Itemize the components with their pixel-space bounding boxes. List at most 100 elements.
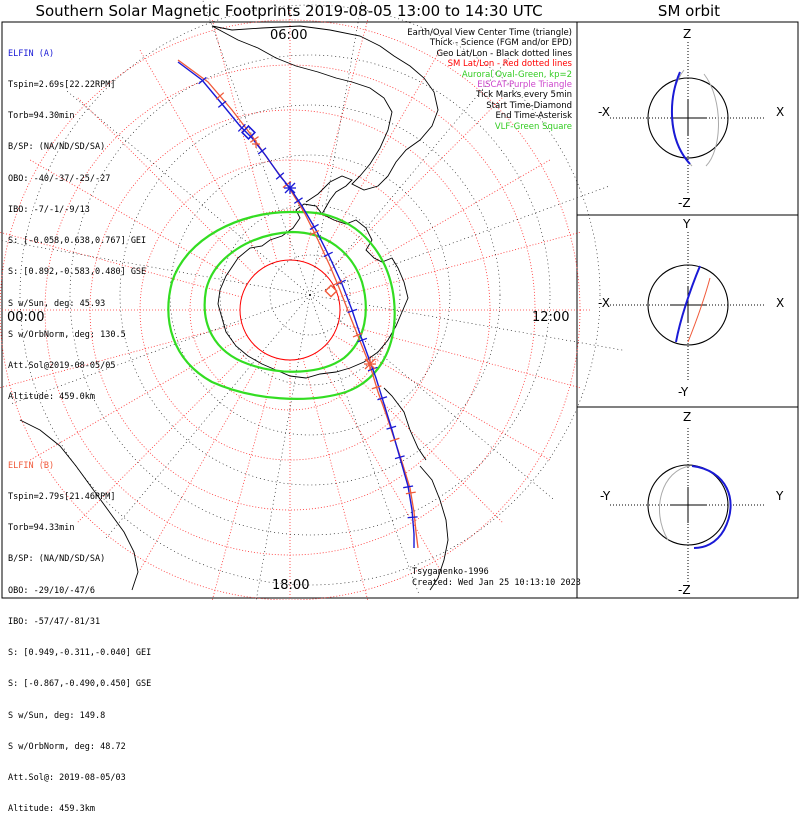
orbit2-right: X bbox=[776, 296, 784, 310]
track-tick bbox=[309, 223, 319, 231]
legend-entry: SM Lat/Lon - Red dotted lines bbox=[447, 59, 572, 70]
track-tick bbox=[377, 396, 388, 401]
sm-lat-ring bbox=[239, 259, 341, 361]
track-tick bbox=[198, 76, 207, 85]
elfin-a-line: S w/OrbNorm, deg: 130.5 bbox=[8, 329, 126, 340]
track-tick bbox=[405, 491, 416, 495]
track-tick bbox=[257, 147, 267, 155]
geo-lon-line bbox=[309, 185, 611, 296]
elfin-a-start-diamond bbox=[241, 125, 256, 140]
geo-lon-line bbox=[309, 294, 420, 596]
sm-lon-line bbox=[139, 49, 266, 267]
sm-lon-line bbox=[338, 322, 580, 389]
geo-lon-line bbox=[202, 0, 311, 296]
legend-entry: Auroral Oval-Green, kp=2 bbox=[461, 69, 572, 80]
elfin-b-tick-marks bbox=[215, 92, 416, 495]
orbit1-right: X bbox=[776, 105, 784, 119]
geo-lon-line bbox=[9, 294, 311, 405]
elfin-a-footprint-track bbox=[177, 61, 415, 548]
orbit1-top: Z bbox=[683, 27, 691, 41]
elfin-b-line: B/SP: (NA/ND/SD/SA) bbox=[8, 554, 106, 565]
geo-lon-line bbox=[309, 49, 516, 296]
elfin-b-line: Altitude: 459.3km bbox=[8, 804, 95, 815]
sm-lon-line bbox=[211, 358, 278, 600]
geo-lon-line bbox=[309, 294, 626, 351]
track-tick bbox=[389, 437, 400, 443]
track-tick bbox=[293, 197, 303, 204]
geo-lon-line bbox=[255, 294, 311, 600]
orbit1-left: -X bbox=[598, 105, 610, 119]
elfin-a-info: ELFIN (A) Tspin=2.69s[22.22RPM] Torb=94.… bbox=[8, 28, 146, 413]
orbit2-bottom: -Y bbox=[678, 385, 689, 399]
elfin-b-line: S: [0.949,-0.311,-0.040] GEI bbox=[8, 648, 152, 659]
legend-entry: Geo Lat/Lon - Black dotted lines bbox=[436, 48, 572, 59]
elfin-a-line: B/SP: (NA/ND/SD/SA) bbox=[8, 142, 106, 153]
legend-entry: Thick - Science (FGM and/or EPD) bbox=[429, 38, 572, 49]
orbit-title: SM orbit bbox=[657, 2, 721, 20]
sm-lon-line bbox=[314, 353, 441, 571]
elfin-a-line: S: [-0.058,0.638,0.767] GEI bbox=[8, 236, 147, 247]
sm-lon-line bbox=[211, 20, 278, 262]
south-america-coastline bbox=[211, 25, 439, 191]
elfin-a-line: S w/Sun, deg: 45.93 bbox=[8, 298, 106, 309]
track-tick bbox=[394, 455, 405, 460]
track-tick bbox=[309, 229, 320, 236]
antarctic-peninsula bbox=[305, 175, 353, 215]
orbit-panel-xy: Y -Y -X X bbox=[598, 217, 784, 399]
geo-lon-line bbox=[0, 240, 311, 296]
mlt-label-bottom: 18:00 bbox=[272, 578, 309, 593]
track-tick bbox=[367, 366, 378, 372]
geo-grid-lines bbox=[0, 0, 626, 600]
track-tick bbox=[249, 136, 259, 143]
elfin-b-header: ELFIN (B) bbox=[8, 460, 55, 471]
antarctica-coastline bbox=[217, 203, 409, 379]
elfin-b-line: Att.Sol@: 2019-08-05/03 bbox=[8, 773, 126, 783]
orbit2-top: Y bbox=[682, 217, 691, 231]
geo-lat-ring bbox=[169, 154, 451, 436]
figure-canvas: 06:00 00:00 12:00 18:00 Z -Z -X X Y -Y -… bbox=[0, 0, 799, 600]
track-tick bbox=[275, 172, 285, 180]
footer-created: Created: Wed Jan 25 10:13:10 2023 bbox=[412, 578, 581, 588]
africa-coastline bbox=[419, 465, 449, 591]
orbit3-bottom: -Z bbox=[678, 583, 691, 597]
elfin-a-header: ELFIN (A) bbox=[8, 48, 55, 59]
elfin-b-line: OBO: -29/10/-47/6 bbox=[8, 585, 95, 596]
polar-map: 06:00 00:00 12:00 18:00 bbox=[0, 0, 626, 600]
elfin-b-line: Tspin=2.79s[21.46RPM] bbox=[8, 492, 116, 503]
footer-credit: Tsyganenko-1996 bbox=[412, 567, 489, 577]
orbit-panel-xz: Z -Z -X X bbox=[598, 27, 784, 210]
geo-lat-ring bbox=[69, 54, 551, 536]
sm-lon-line bbox=[333, 159, 551, 286]
elfin-b-start-diamond bbox=[324, 284, 338, 298]
geo-lat-ring bbox=[119, 104, 501, 486]
mlt-label-top: 06:00 bbox=[270, 28, 307, 43]
legend-entry: Start Time-Diamond bbox=[486, 100, 572, 111]
geo-lon-line bbox=[309, 0, 363, 296]
elfin-b-line: IBO: -57/47/-81/31 bbox=[8, 616, 101, 627]
elfin-a-line: IBO: -7/-1/-9/13 bbox=[8, 204, 90, 215]
orbit3-top: Z bbox=[683, 410, 691, 424]
track-tick bbox=[407, 516, 418, 519]
elfin-a-tick-marks bbox=[198, 76, 418, 519]
track-tick bbox=[403, 485, 414, 489]
legend-entry: Earth/Oval View Center Time (triangle) bbox=[407, 28, 572, 38]
elfin-a-line: Att.Sol@2019-08-05/05 bbox=[8, 361, 116, 371]
elfin-a-end-asterisk bbox=[284, 182, 296, 194]
elfin-b-end-asterisk bbox=[364, 358, 376, 370]
track-tick bbox=[215, 92, 225, 100]
new-zealand-coastline bbox=[383, 387, 427, 461]
geo-lat-ring bbox=[269, 254, 351, 336]
geo-lat-ring bbox=[219, 204, 401, 386]
mlt-label-right: 12:00 bbox=[532, 310, 569, 325]
elfin-a-line: S: [0.892,-0.583,0.480] GSE bbox=[8, 267, 147, 278]
elfin-a-line: Torb=94.30min bbox=[8, 111, 75, 122]
geo-lon-line bbox=[309, 294, 556, 501]
geo-lat-ring bbox=[19, 4, 601, 586]
elfin-b-line: Torb=94.33min bbox=[8, 523, 75, 534]
sm-lon-line bbox=[338, 231, 580, 298]
track-tick bbox=[332, 280, 343, 286]
elfin-a-line: OBO: -40/-37/-25/-27 bbox=[8, 173, 111, 184]
track-tick bbox=[357, 337, 368, 343]
auroral-oval-inner bbox=[203, 230, 367, 373]
track-tick bbox=[386, 425, 397, 430]
